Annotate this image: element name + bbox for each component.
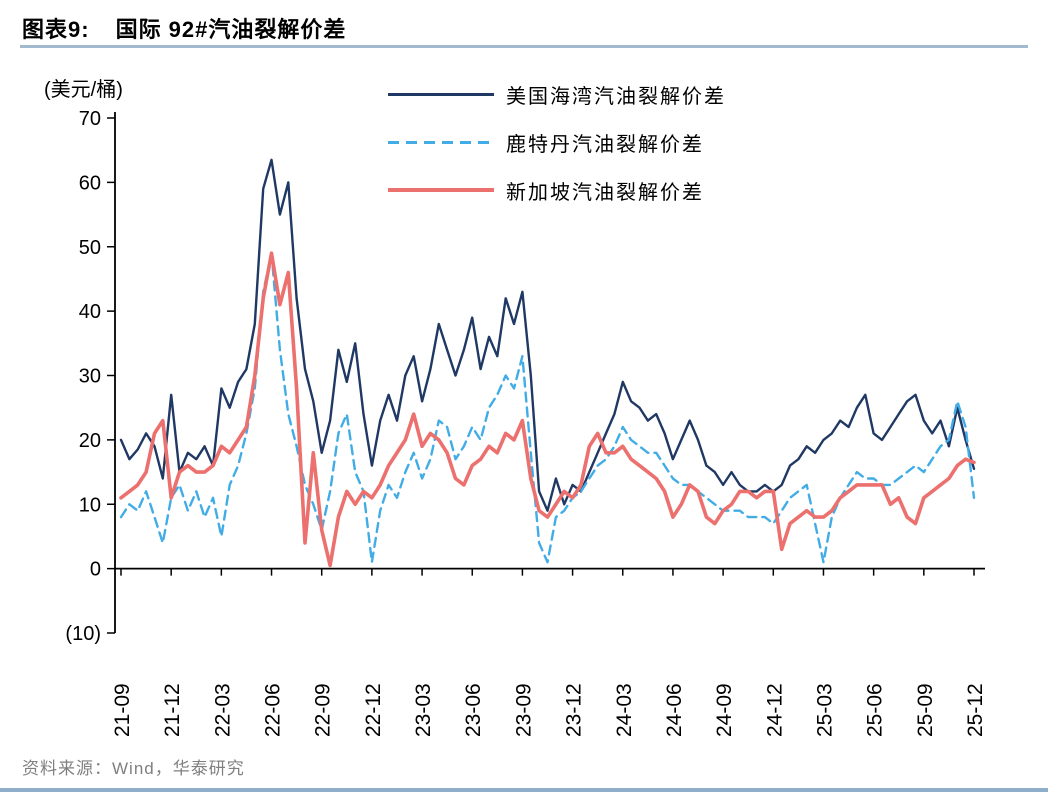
bottom-rule [0,788,1048,792]
svg-text:23-06: 23-06 [462,683,485,737]
legend-label-rotterdam: 鹿特丹汽油裂解价差 [506,133,704,156]
x-tick-label: 24-06 [663,683,686,737]
svg-text:23-09: 23-09 [512,683,535,737]
y-tick-label: 20 [79,430,101,452]
x-tick-label: 24-09 [713,683,736,737]
rotterdam-line-sample [388,140,494,144]
svg-text:25-06: 25-06 [864,683,887,737]
svg-text:24-06: 24-06 [663,683,686,737]
svg-text:23-12: 23-12 [563,683,586,737]
y-tick-label: (10) [65,623,101,645]
series-line-2 [119,251,976,568]
svg-text:25-09: 25-09 [914,683,937,737]
svg-text:24-12: 24-12 [763,683,786,737]
svg-text:22-03: 22-03 [211,683,234,737]
title-rule [20,45,1028,48]
x-tick-label: 25-06 [864,683,887,737]
legend-item-rotterdam: 鹿特丹汽油裂解价差 [388,118,726,166]
x-tick-label: 22-09 [312,683,335,737]
svg-text:22-12: 22-12 [362,683,385,737]
us-gulf-line-sample [388,92,494,96]
source-note: 资料来源：Wind，华泰研究 [22,759,245,778]
svg-text:24-03: 24-03 [613,683,636,737]
chart-legend: 美国海湾汽油裂解价差 鹿特丹汽油裂解价差 新加坡汽油裂解价差 [388,70,726,214]
x-tick-label: 22-12 [362,683,385,737]
svg-text:21-09: 21-09 [111,683,134,737]
svg-text:24-09: 24-09 [713,683,736,737]
y-tick-label: 30 [79,366,101,388]
x-tick-label: 23-06 [462,683,485,737]
chart-title: 图表9: 国际 92#汽油裂解价差 [22,12,346,44]
x-tick-label: 23-03 [412,683,435,737]
svg-text:22-09: 22-09 [312,683,335,737]
x-tick-label: 21-09 [111,683,134,737]
y-tick-label: 70 [79,108,101,130]
svg-text:21-12: 21-12 [161,683,184,737]
svg-text:25-03: 25-03 [813,683,836,737]
x-tick-label: 22-06 [262,683,285,737]
x-tick-label: 23-12 [563,683,586,737]
y-tick-label: 40 [79,301,101,323]
y-tick-label: 10 [79,494,101,516]
y-tick-label: 50 [79,237,101,259]
crack-spread-line-chart: 70 60 50 40 30 20 10 0 (10) 21-09 21-12 22-03 22-06 2… [44,78,987,737]
legend-item-us-gulf: 美国海湾汽油裂解价差 [388,70,726,118]
x-tick-label: 23-09 [512,683,535,737]
x-tick-label: 25-12 [964,683,987,737]
svg-text:22-06: 22-06 [262,683,285,737]
legend-label-singapore: 新加坡汽油裂解价差 [506,181,704,204]
chart-number-label: 图表9: [22,17,90,42]
chart-title-text: 国际 92#汽油裂解价差 [115,17,347,42]
svg-text:25-12: 25-12 [964,683,987,737]
svg-text:23-03: 23-03 [412,683,435,737]
x-tick-label: 24-03 [613,683,636,737]
x-tick-label: 21-12 [161,683,184,737]
legend-item-singapore: 新加坡汽油裂解价差 [388,166,726,214]
series-line-0 [119,158,976,512]
chart-area: 70 60 50 40 30 20 10 0 (10) 21-09 21-12 22-03 22-06 2… [0,50,1048,750]
legend-label-us-gulf: 美国海湾汽油裂解价差 [506,85,726,108]
x-tick-label: 25-09 [914,683,937,737]
x-tick-label: 22-03 [211,683,234,737]
y-axis-unit-label: (美元/桶) [44,78,123,101]
y-tick-label: 0 [90,559,101,581]
singapore-line-sample [388,188,494,192]
x-tick-label: 25-03 [813,683,836,737]
y-tick-label: 60 [79,172,101,194]
x-tick-label: 24-12 [763,683,786,737]
